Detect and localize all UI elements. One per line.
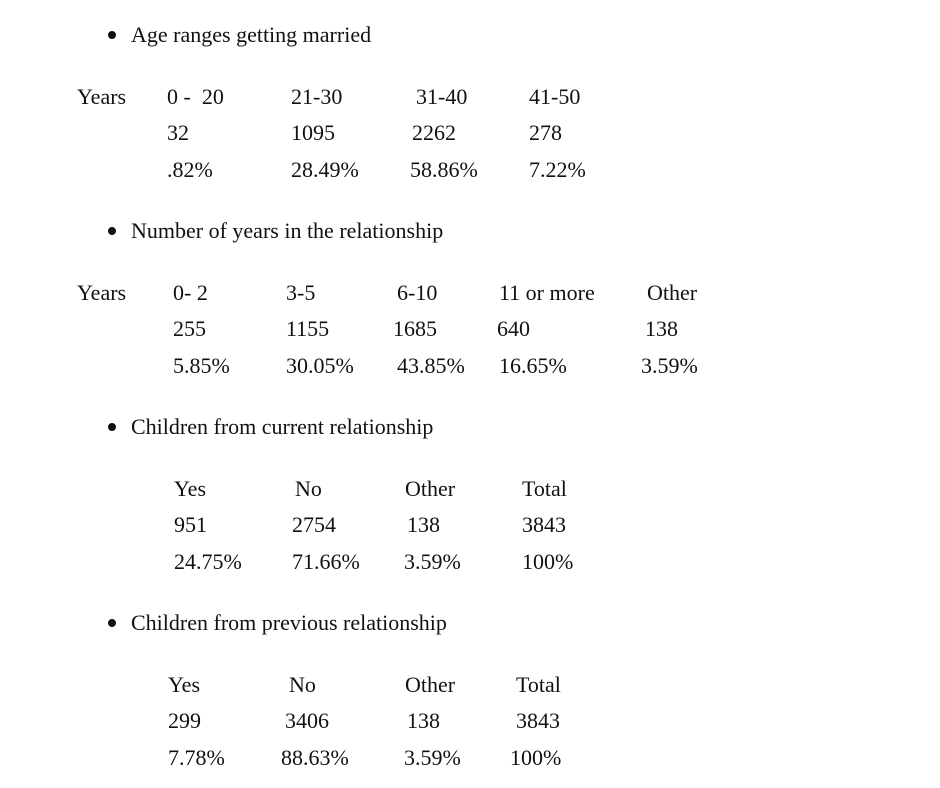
section-heading: Age ranges getting married	[131, 22, 372, 47]
table-cell: Yes	[174, 476, 207, 501]
table-cell: No	[289, 672, 316, 697]
table-cell: 3.59%	[641, 353, 698, 378]
table-cell: 28.49%	[291, 157, 359, 182]
table-cell: 7.78%	[168, 745, 225, 770]
section-heading: Number of years in the relationship	[131, 218, 444, 243]
table-cell: 16.65%	[499, 353, 567, 378]
table-cell: 1155	[286, 316, 330, 341]
row-label: Years	[77, 280, 127, 305]
table-cell: .82%	[167, 157, 213, 182]
table-cell: Other	[405, 476, 456, 501]
table-cell: 138	[407, 512, 440, 537]
table-cell: 41-50	[529, 84, 581, 109]
table-cell: 100%	[510, 745, 562, 770]
table-cell: Other	[405, 672, 456, 697]
table-cell: 3843	[522, 512, 566, 537]
table-cell: Other	[647, 280, 698, 305]
table-cell: 100%	[522, 549, 574, 574]
table-cell: 58.86%	[410, 157, 478, 182]
table-cell: Yes	[168, 672, 201, 697]
table-cell: 640	[497, 316, 530, 341]
section-heading: Children from current relationship	[131, 414, 434, 439]
table-cell: Total	[516, 672, 561, 697]
table-cell: 3.59%	[404, 745, 461, 770]
section-heading: Children from previous relationship	[131, 610, 447, 635]
table-cell: 32	[167, 120, 189, 145]
table-cell: 2754	[292, 512, 336, 537]
table-cell: 3-5	[286, 280, 316, 305]
table-cell: No	[295, 476, 322, 501]
table-cell: 138	[645, 316, 678, 341]
table-cell: 1685	[393, 316, 437, 341]
row-label: Years	[77, 84, 127, 109]
bullet-icon	[108, 423, 116, 431]
table-cell: Total	[522, 476, 567, 501]
table-cell: 71.66%	[292, 549, 360, 574]
table-cell: 30.05%	[286, 353, 354, 378]
table-cell: 3843	[516, 708, 560, 733]
table-cell: 3.59%	[404, 549, 461, 574]
table-cell: 31-40	[416, 84, 468, 109]
table-cell: 6-10	[397, 280, 438, 305]
table-cell: 24.75%	[174, 549, 242, 574]
table-cell: 138	[407, 708, 440, 733]
table-cell: 11 or more	[499, 280, 595, 305]
table-cell: 0 - 20	[167, 84, 224, 109]
table-cell: 21-30	[291, 84, 343, 109]
table-cell: 299	[168, 708, 201, 733]
bullet-icon	[108, 619, 116, 627]
table-cell: 0- 2	[173, 280, 208, 305]
table-cell: 88.63%	[281, 745, 349, 770]
table-cell: 7.22%	[529, 157, 586, 182]
table-cell: 951	[174, 512, 207, 537]
bullet-icon	[108, 227, 116, 235]
table-cell: 3406	[285, 708, 329, 733]
table-cell: 255	[173, 316, 206, 341]
bullet-icon	[108, 31, 116, 39]
table-cell: 43.85%	[397, 353, 465, 378]
table-cell: 278	[529, 120, 562, 145]
table-cell: 1095	[291, 120, 335, 145]
table-cell: 2262	[412, 120, 456, 145]
table-cell: 5.85%	[173, 353, 230, 378]
